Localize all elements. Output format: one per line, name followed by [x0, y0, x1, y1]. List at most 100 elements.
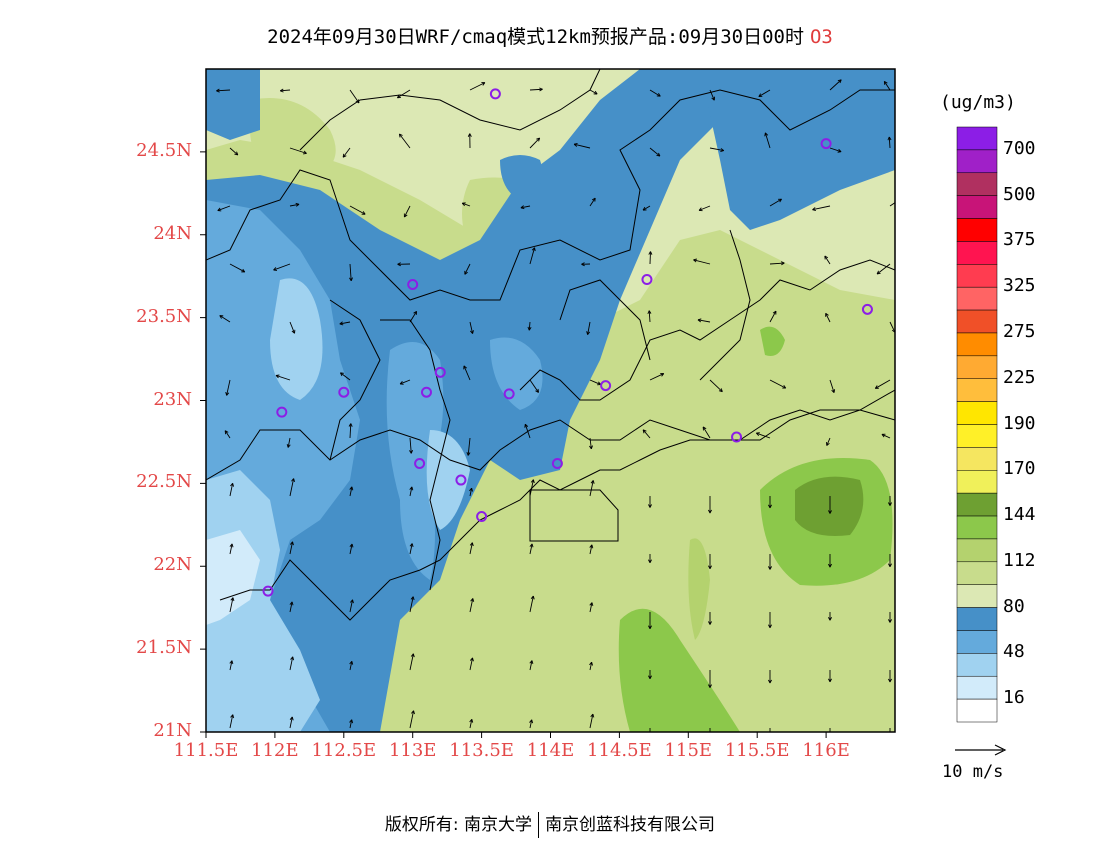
colorbar-segment — [956, 378, 998, 402]
wind-arrow — [648, 612, 652, 630]
colorbar-segment — [956, 424, 998, 448]
station-markers — [262, 88, 873, 597]
longitude-label: 112.5E — [311, 740, 377, 761]
wind-arrow — [349, 599, 354, 613]
wind-arrow — [399, 379, 411, 385]
wind-arrow — [409, 437, 414, 454]
latitude-label: 22.5N — [136, 471, 192, 493]
longitude-label: 113.5E — [449, 740, 514, 761]
colorbar-segment — [956, 515, 998, 540]
wind-arrow — [589, 544, 594, 555]
station-marker — [476, 511, 488, 523]
latitude-label: 21N — [153, 720, 192, 741]
station-marker — [455, 474, 467, 486]
copyright-footer: 版权所有: 南京大学 南京创蓝科技有限公司 — [0, 810, 1100, 838]
latitude-label: 23N — [153, 388, 192, 410]
wind-arrow — [828, 670, 832, 683]
colorbar-unit: (ug/m3) — [940, 92, 1016, 113]
wind-arrow — [825, 312, 831, 323]
wind-arrow — [888, 496, 892, 506]
colorbar-label: 170 — [1003, 458, 1036, 480]
colorbar-segment — [956, 218, 998, 242]
wind-arrow — [708, 612, 712, 625]
wind-arrow — [589, 437, 593, 450]
wind-arrow — [888, 554, 892, 568]
wind-arrow — [529, 247, 536, 265]
axis-ticks — [200, 151, 827, 738]
wind-vectors — [216, 79, 895, 732]
wind-arrow — [648, 554, 652, 563]
wind-arrow — [649, 728, 651, 732]
wind-arrow — [398, 133, 411, 149]
wind-arrow — [812, 205, 831, 212]
wind-arrow — [229, 597, 235, 613]
colorbar-segment — [956, 447, 998, 471]
wind-arrow — [649, 147, 661, 157]
colorbar-label: 16 — [1003, 687, 1025, 709]
wind-arrow — [824, 255, 831, 265]
colorbar-segment — [956, 195, 998, 219]
latitude-label: 24N — [153, 222, 192, 244]
wind-arrow — [529, 719, 534, 729]
latitude-label: 24.5N — [136, 139, 192, 161]
copyright-left: 版权所有: 南京大学 — [384, 815, 533, 835]
wind-arrow — [829, 379, 836, 393]
wind-arrow — [589, 197, 596, 207]
colorbar-label: 700 — [1003, 137, 1036, 159]
wind-arrow — [289, 478, 295, 497]
station-marker — [338, 386, 350, 398]
wind-arrow — [286, 437, 291, 448]
wind-arrow — [826, 437, 831, 446]
colorbar-segment — [956, 241, 998, 265]
wind-arrow — [889, 202, 895, 207]
wind-arrow — [349, 486, 354, 497]
wind-arrow — [874, 379, 891, 389]
wind-arrow — [466, 437, 471, 456]
wind-arrow — [461, 202, 471, 207]
wind-arrow — [464, 263, 471, 275]
colorbar-segment — [956, 675, 998, 700]
wind-arrow — [349, 661, 354, 671]
wind-arrow — [469, 657, 474, 671]
wind-arrow — [768, 670, 772, 684]
wind-arrow — [708, 670, 712, 688]
wind-arrow — [586, 321, 591, 335]
wind-arrow — [349, 263, 353, 282]
wind-arrow — [225, 379, 231, 396]
wind-arrow — [229, 263, 246, 273]
wind-arrow — [469, 598, 475, 613]
wind-arrow — [342, 147, 351, 158]
wind-arrow — [829, 79, 842, 91]
wind-arrow — [397, 262, 411, 267]
wind-arrow — [768, 554, 772, 570]
colorbar-segment — [956, 538, 998, 563]
wind-arrow — [709, 89, 715, 101]
wind-arrow — [768, 612, 772, 629]
wind-arrow — [768, 496, 772, 509]
station-marker — [414, 457, 426, 469]
wind-arrow — [887, 136, 892, 149]
wind-arrow — [217, 205, 231, 212]
colorbar-segment — [956, 264, 998, 288]
wind-arrow — [642, 429, 651, 439]
wind-arrow — [589, 661, 593, 671]
wind-arrow — [764, 132, 771, 149]
station-marker — [407, 278, 419, 290]
wind-arrow — [876, 263, 891, 275]
longitude-label: 115.5E — [724, 740, 790, 761]
wind-arrow — [758, 89, 771, 98]
wind-arrow — [469, 719, 474, 729]
latitude-label: 23.5N — [136, 305, 192, 327]
wind-arrow — [289, 656, 295, 671]
wind-arrow — [409, 653, 415, 671]
colorbar-segment — [956, 126, 998, 151]
wind-arrow — [289, 321, 296, 334]
wind-arrow — [529, 87, 543, 92]
colorbar-segment — [956, 149, 998, 174]
station-marker — [489, 88, 501, 100]
colorbar-segment — [956, 584, 998, 608]
colorbar-label: 190 — [1003, 412, 1036, 434]
colorbar-label: 112 — [1003, 549, 1036, 571]
wind-arrow — [219, 315, 231, 323]
colorbar-label: 80 — [1003, 595, 1025, 617]
